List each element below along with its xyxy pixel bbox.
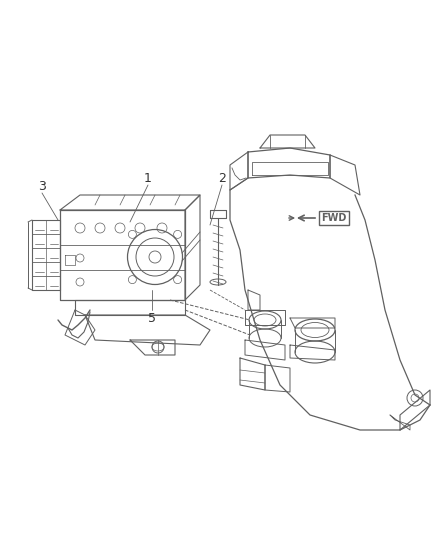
Text: 1: 1 [144,172,152,184]
Text: 2: 2 [218,172,226,184]
Text: 5: 5 [148,311,156,325]
Text: FWD: FWD [321,213,346,223]
Text: 3: 3 [38,180,46,192]
